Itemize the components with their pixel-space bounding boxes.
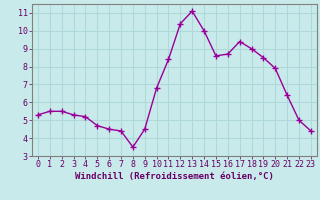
X-axis label: Windchill (Refroidissement éolien,°C): Windchill (Refroidissement éolien,°C) xyxy=(75,172,274,181)
